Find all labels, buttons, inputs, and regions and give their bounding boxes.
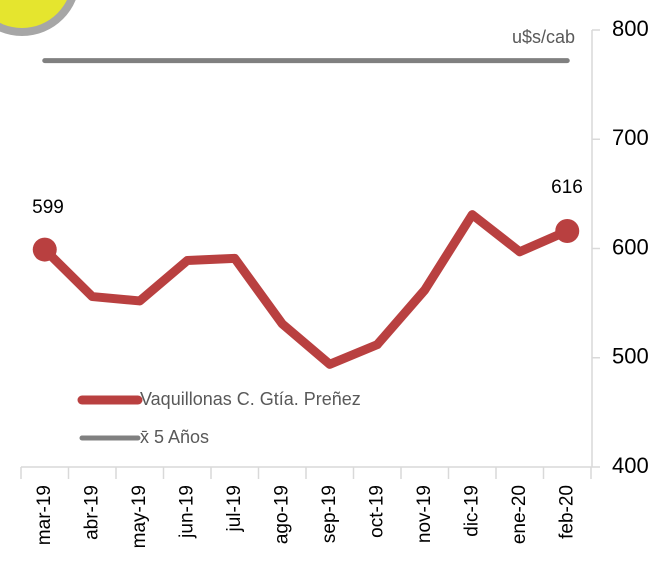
x-tick-label: feb-20: [556, 485, 577, 539]
x-tick-label: jun-19: [176, 485, 197, 539]
x-tick-label: mar-19: [34, 485, 55, 545]
data-label: 599: [32, 197, 64, 218]
y-tick-label: 500: [612, 344, 649, 369]
y-tick-label: 800: [612, 16, 649, 41]
x-tick-label: nov-19: [414, 485, 435, 543]
point-marker: [32, 237, 57, 262]
x-tick-label: ago-19: [271, 485, 292, 544]
x-tick-label: may-19: [129, 485, 150, 548]
x-tick-label: jul-19: [224, 485, 245, 532]
logo: [0, 0, 67, 28]
data-label: 616: [551, 177, 583, 198]
legend-label: Vaquillonas C. Gtía. Preñez: [140, 389, 361, 409]
series-line: [40, 210, 572, 369]
legend-label: x̄ 5 Años: [140, 427, 209, 447]
x-tick-label: abr-19: [81, 485, 102, 540]
y-tick-label: 600: [612, 234, 649, 259]
x-tick-label: ene-20: [509, 485, 530, 544]
x-tick-label: dic-19: [461, 485, 482, 537]
x-tick-label: oct-19: [366, 485, 387, 538]
unit-label: u$s/cab: [512, 27, 575, 47]
y-tick-label: 700: [612, 125, 649, 150]
x-tick-label: sep-19: [319, 485, 340, 543]
y-tick-label: 400: [612, 453, 649, 478]
point-marker: [555, 219, 580, 244]
